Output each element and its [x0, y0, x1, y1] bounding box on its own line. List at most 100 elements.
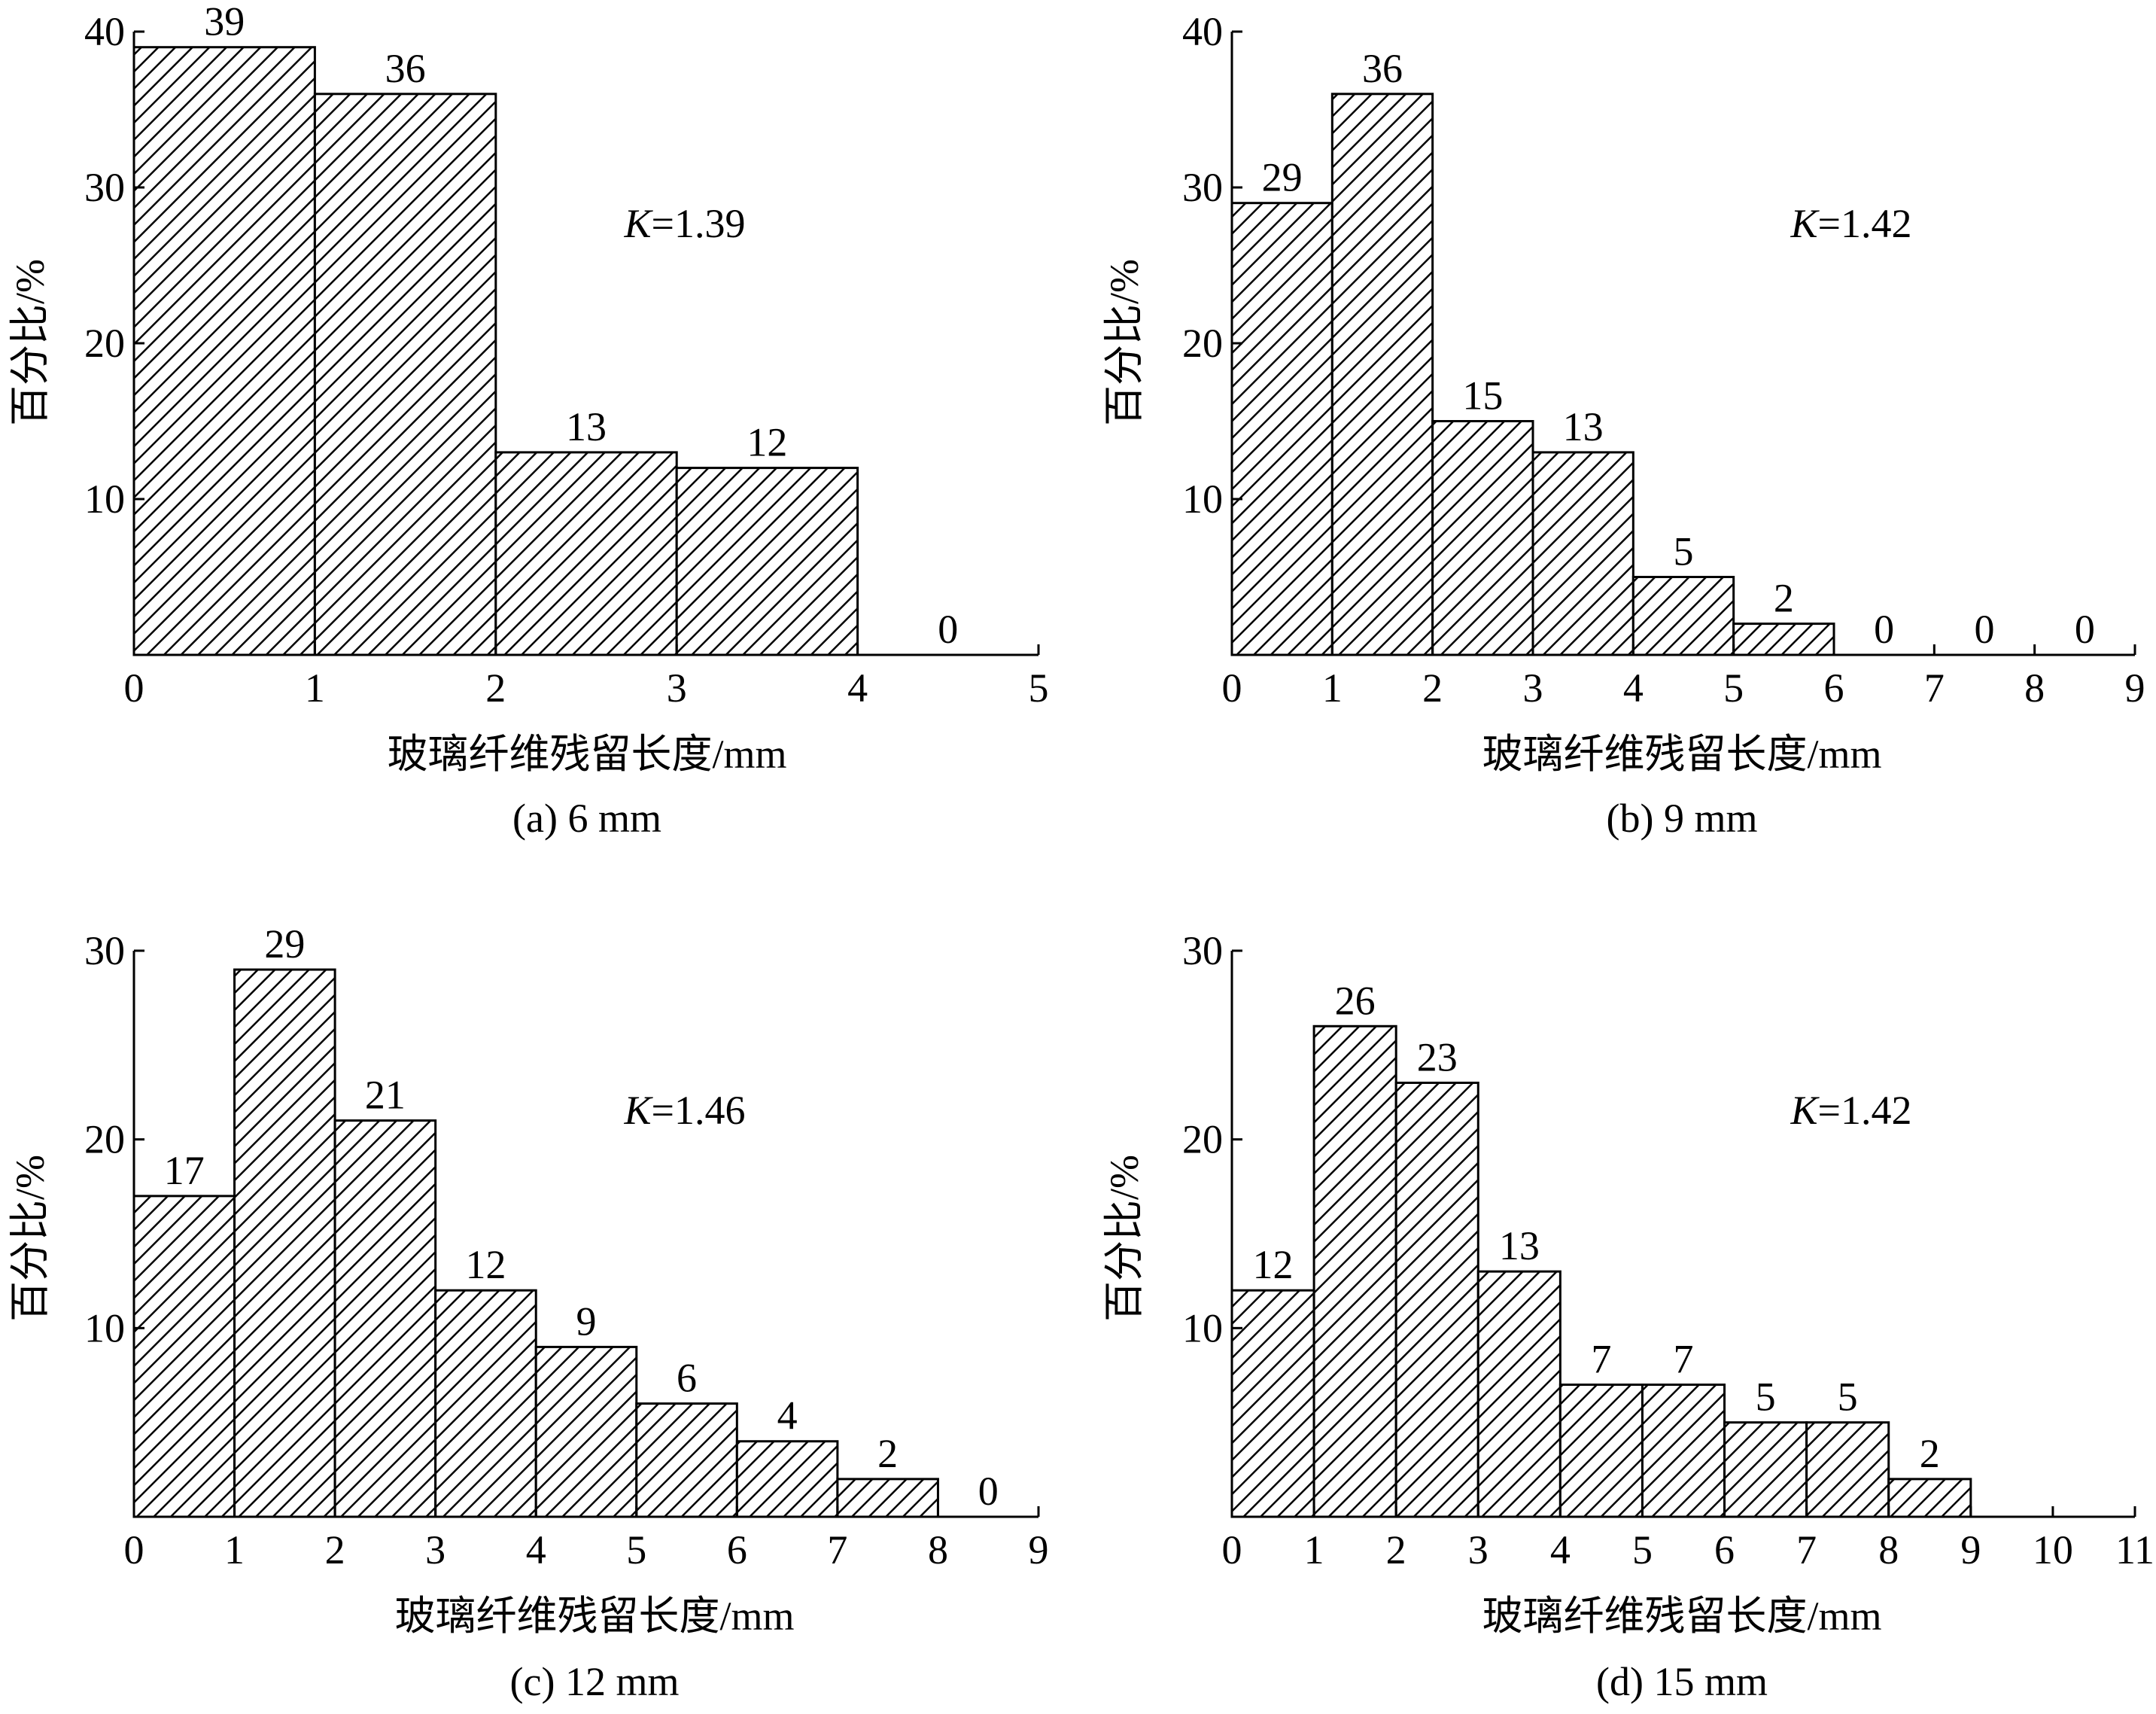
y-tick-label: 20	[84, 1117, 125, 1162]
bar-3	[434, 1289, 537, 1518]
x-tick-label: 1	[224, 1527, 245, 1572]
data-label-8: 0	[2075, 607, 2095, 652]
x-tick-label: 1	[1322, 665, 1343, 711]
x-tick-label: 3	[425, 1527, 445, 1572]
bar-4	[1631, 576, 1735, 656]
k-annotation: K=1.42	[1790, 201, 1912, 246]
data-labels: 12 26 23 13 7 7 5 5 2	[1253, 978, 1940, 1476]
k-annotation-value: =1.42	[1818, 201, 1912, 246]
panel-caption: (a) 6 mm	[512, 796, 661, 841]
x-tick-label: 0	[124, 1527, 144, 1572]
x-tick-label: 1	[1304, 1527, 1324, 1572]
bars	[1230, 1024, 1972, 1518]
x-axis-label: 玻璃纤维残留长度/mm	[1482, 1594, 1881, 1639]
y-tick-label: 30	[84, 928, 125, 973]
bar-2	[1431, 420, 1534, 656]
x-tick-label: 1	[305, 665, 325, 711]
k-annotation: K=1.39	[624, 201, 746, 246]
bar-2	[494, 451, 678, 656]
x-tick-label: 0	[1222, 1527, 1242, 1572]
data-label-5: 6	[677, 1356, 697, 1401]
data-label-0: 12	[1253, 1242, 1294, 1287]
x-tick-label: 0	[124, 665, 144, 711]
x-tick-label: 9	[2125, 665, 2145, 711]
x-tick-label: 9	[1960, 1527, 1981, 1572]
x-tick-label: 2	[1422, 665, 1443, 711]
x-tick-label: 6	[727, 1527, 747, 1572]
y-tick-label: 40	[84, 9, 125, 54]
bar-5	[1641, 1384, 1726, 1518]
bar-5	[1732, 623, 1835, 656]
x-tick-label: 3	[1523, 665, 1543, 711]
data-label-5: 7	[1674, 1337, 1694, 1382]
data-label-2: 13	[566, 404, 607, 449]
x-tick-label: 0	[1222, 665, 1242, 711]
x-tick-label: 2	[325, 1527, 345, 1572]
data-labels: 17 29 21 12 9 6 4 2 0	[164, 921, 999, 1514]
bar-6	[1723, 1421, 1808, 1518]
x-tick-label: 4	[1550, 1527, 1571, 1572]
data-label-3: 13	[1499, 1223, 1540, 1268]
data-label-1: 26	[1335, 978, 1376, 1023]
data-label-3: 12	[747, 420, 787, 465]
bar-1	[1312, 1024, 1397, 1518]
bar-1	[233, 968, 336, 1518]
data-labels: 29 36 15 13 5 2 0 0 0	[1262, 46, 2095, 652]
data-label-7: 2	[877, 1431, 898, 1476]
data-label-4: 0	[938, 607, 958, 652]
x-tick-label: 11	[2115, 1527, 2154, 1572]
y-tick-label: 20	[84, 321, 125, 366]
k-annotation-value: =1.42	[1818, 1088, 1912, 1133]
bar-3	[1476, 1270, 1562, 1518]
bar-3	[1531, 451, 1634, 656]
x-tick-label: 2	[485, 665, 506, 711]
data-label-1: 29	[264, 921, 305, 967]
data-label-4: 7	[1591, 1337, 1611, 1382]
data-label-0: 39	[204, 0, 245, 44]
bar-4	[1558, 1384, 1644, 1518]
bars	[132, 46, 859, 656]
bar-2	[333, 1119, 437, 1518]
data-label-3: 12	[465, 1242, 506, 1287]
data-label-2: 15	[1462, 373, 1503, 419]
bar-6	[735, 1440, 839, 1518]
y-axis-label: 百分比/%	[8, 1155, 53, 1322]
panel-caption: (d) 15 mm	[1596, 1659, 1768, 1704]
bar-2	[1394, 1081, 1479, 1518]
y-axis-label: 百分比/%	[8, 259, 53, 426]
data-labels: 39 36 13 12 0	[204, 0, 958, 652]
data-label-2: 21	[365, 1073, 406, 1118]
x-tick-label: 5	[1029, 665, 1049, 711]
x-tick-label: 8	[1878, 1527, 1899, 1572]
x-tick-label: 8	[928, 1527, 948, 1572]
x-axis-label: 玻璃纤维残留长度/mm	[387, 732, 786, 777]
x-tick-label: 4	[526, 1527, 546, 1572]
y-tick-label: 40	[1182, 9, 1223, 54]
bar-7	[1805, 1421, 1890, 1518]
data-label-8: 0	[978, 1469, 999, 1514]
y-tick-label: 30	[84, 165, 125, 210]
y-tick-label: 30	[1182, 165, 1223, 210]
x-tick-label: 7	[1796, 1527, 1817, 1572]
x-tick-label: 5	[1632, 1527, 1653, 1572]
x-tick-label: 4	[847, 665, 868, 711]
k-annotation-var: K	[624, 201, 654, 246]
x-tick-label: 9	[1029, 1527, 1049, 1572]
y-axis-label: 百分比/%	[1102, 1155, 1147, 1322]
bar-0	[132, 46, 316, 656]
axes	[132, 951, 1038, 1518]
bar-5	[635, 1402, 738, 1518]
bar-1	[313, 93, 497, 656]
data-label-7: 5	[1838, 1375, 1858, 1420]
y-tick-label: 30	[1182, 928, 1223, 973]
k-annotation-var: K	[624, 1088, 654, 1133]
axes	[1230, 951, 2135, 1518]
y-tick-label: 20	[1182, 1117, 1223, 1162]
